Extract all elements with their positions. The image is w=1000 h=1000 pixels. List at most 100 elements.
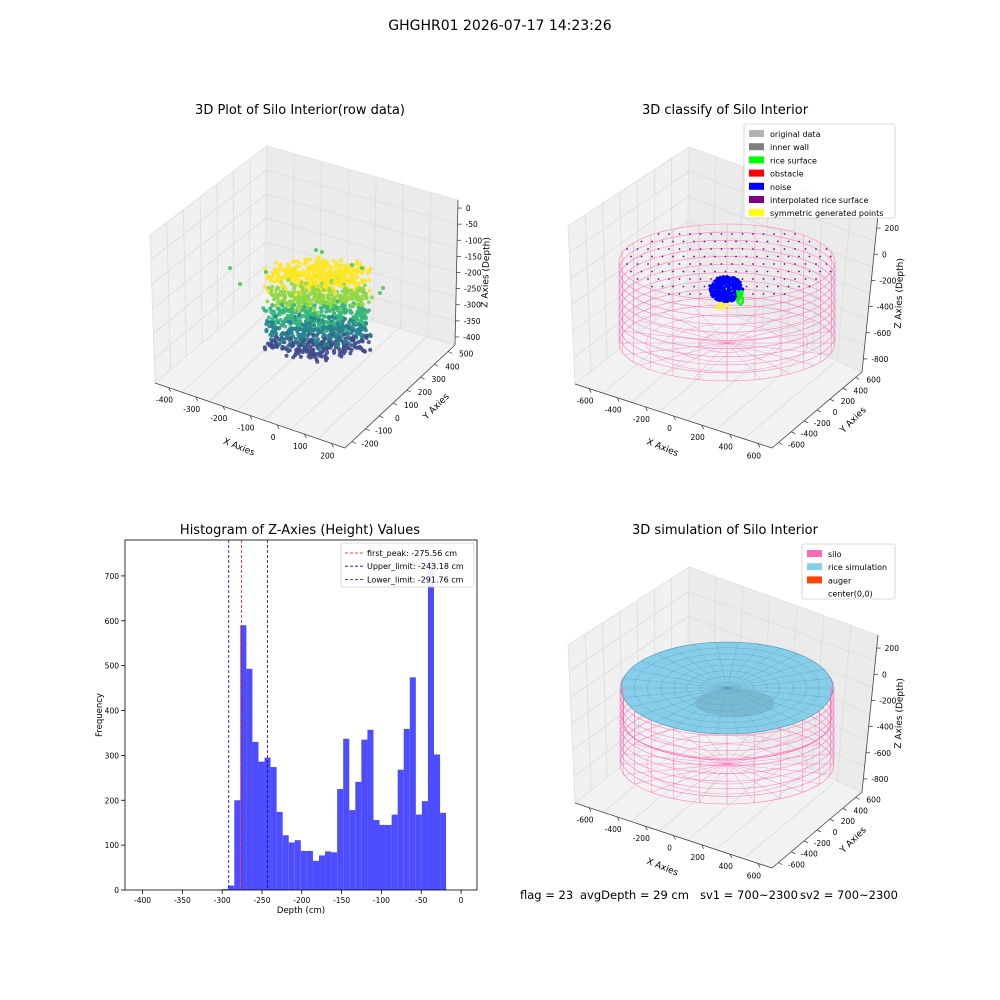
raw-point bbox=[307, 286, 312, 291]
raw-point bbox=[301, 307, 306, 312]
sim-grid-line bbox=[715, 773, 806, 850]
classify-interpolated-point bbox=[710, 233, 712, 235]
classify-grid-line bbox=[602, 316, 694, 394]
classify-interpolated-point bbox=[819, 270, 821, 273]
raw-point bbox=[349, 278, 354, 283]
classify-interpolated-point bbox=[626, 263, 628, 265]
classify-interpolated-point bbox=[794, 263, 796, 265]
classify-interpolated-point bbox=[787, 285, 790, 288]
sim-legend-label: center(0,0) bbox=[828, 590, 873, 599]
raw-point bbox=[351, 292, 356, 297]
histogram-bar bbox=[427, 560, 434, 890]
raw-point bbox=[270, 339, 275, 343]
classify-interpolated-point bbox=[804, 263, 807, 265]
raw-point bbox=[368, 334, 373, 338]
raw-point bbox=[338, 328, 343, 332]
sim-rice-surface bbox=[620, 641, 834, 761]
raw-point bbox=[289, 326, 294, 331]
classify-y-tick bbox=[842, 387, 847, 391]
raw-point bbox=[327, 332, 332, 337]
classify-noise-point bbox=[710, 284, 714, 288]
raw-y-tick bbox=[392, 402, 398, 406]
hist-legend: first_peak: -275.56 cm Upper_limit: -243.… bbox=[340, 542, 475, 588]
raw-y-tick-label: 300 bbox=[431, 375, 446, 384]
sim-x-tick bbox=[616, 816, 620, 822]
classify-interpolated-point bbox=[693, 270, 695, 273]
sim-x-tick-label: -200 bbox=[633, 834, 650, 843]
raw-point bbox=[311, 347, 316, 352]
classify-y-tick-label: 0 bbox=[833, 408, 838, 417]
sim-rice-mesh-spoke bbox=[694, 644, 728, 689]
classify-interpolated-point bbox=[668, 278, 670, 280]
raw-point bbox=[329, 328, 334, 333]
classify-noise-point bbox=[718, 298, 722, 302]
histogram-bar bbox=[282, 835, 289, 890]
classify-interpolated-point bbox=[699, 233, 702, 235]
raw-point bbox=[307, 322, 312, 327]
classify-interpolated-point bbox=[636, 263, 639, 265]
raw-point bbox=[276, 299, 281, 303]
classify-interpolated-point bbox=[640, 270, 643, 273]
classify-interpolated-point bbox=[710, 263, 712, 265]
raw-point bbox=[299, 271, 304, 276]
classify-interpolated-point bbox=[804, 278, 807, 280]
classify-interpolated-point bbox=[756, 270, 758, 273]
raw-point bbox=[270, 284, 275, 289]
raw-point bbox=[339, 354, 344, 359]
raw-point bbox=[288, 293, 292, 297]
classify-noise-point bbox=[723, 290, 727, 294]
raw-point bbox=[348, 351, 353, 356]
raw-point bbox=[322, 314, 327, 319]
histogram-bar bbox=[434, 754, 441, 890]
raw-point bbox=[271, 325, 276, 330]
histogram-x-tick-label: -50 bbox=[415, 896, 427, 905]
classify-interpolated-point bbox=[808, 240, 811, 243]
histogram-bar bbox=[222, 889, 229, 890]
footer-sv2: sv2 = 700~2300 bbox=[800, 888, 898, 902]
classify-noise-point bbox=[729, 288, 732, 292]
raw-point bbox=[343, 336, 348, 341]
raw-x-tick bbox=[249, 415, 253, 420]
classify-interpolated-point bbox=[819, 255, 821, 258]
raw-point bbox=[327, 308, 332, 313]
raw-point bbox=[362, 312, 367, 317]
raw-point bbox=[316, 311, 321, 316]
raw-point bbox=[277, 312, 282, 317]
raw-point bbox=[353, 262, 358, 266]
raw-point bbox=[298, 333, 303, 338]
classify-noise-point bbox=[711, 295, 715, 299]
histogram-bar bbox=[373, 820, 380, 890]
raw-point bbox=[295, 329, 300, 334]
raw-point bbox=[305, 303, 310, 307]
classify-interpolated-point bbox=[703, 270, 706, 273]
classify-legend-swatch bbox=[749, 130, 764, 137]
raw-point bbox=[310, 285, 315, 290]
raw-point bbox=[306, 271, 311, 276]
classify-noise-point bbox=[708, 289, 712, 293]
histogram-title: Histogram of Z-Axies (Height) Values bbox=[179, 523, 421, 538]
classify-interpolated-point bbox=[815, 263, 817, 265]
classify-interpolated-point bbox=[668, 248, 670, 250]
classify-interpolated-point bbox=[752, 263, 754, 265]
raw-point bbox=[276, 306, 281, 311]
raw-z-tick-label: -200 bbox=[465, 269, 482, 278]
histogram-x-tick-label: -100 bbox=[373, 896, 390, 905]
classify-interpolated-point bbox=[731, 233, 733, 235]
histogram-y-tick-label: 700 bbox=[105, 572, 120, 581]
histogram-bar bbox=[343, 738, 350, 890]
classify-noise-point bbox=[736, 282, 740, 286]
classify-symmetric-point bbox=[716, 307, 719, 310]
classify-interpolated-point bbox=[777, 255, 779, 258]
raw-point bbox=[315, 359, 320, 364]
raw-point bbox=[272, 272, 277, 277]
raw-point bbox=[345, 332, 350, 336]
raw-point bbox=[336, 272, 341, 277]
raw-point bbox=[326, 293, 331, 298]
raw-point bbox=[321, 274, 326, 279]
classify-interpolated-point bbox=[829, 255, 832, 258]
raw-point bbox=[352, 280, 357, 285]
classify-grid-line bbox=[572, 245, 688, 332]
classify-interpolated-point bbox=[804, 248, 807, 250]
classify-z-tick-label: -400 bbox=[877, 303, 894, 312]
raw-point bbox=[362, 293, 367, 298]
